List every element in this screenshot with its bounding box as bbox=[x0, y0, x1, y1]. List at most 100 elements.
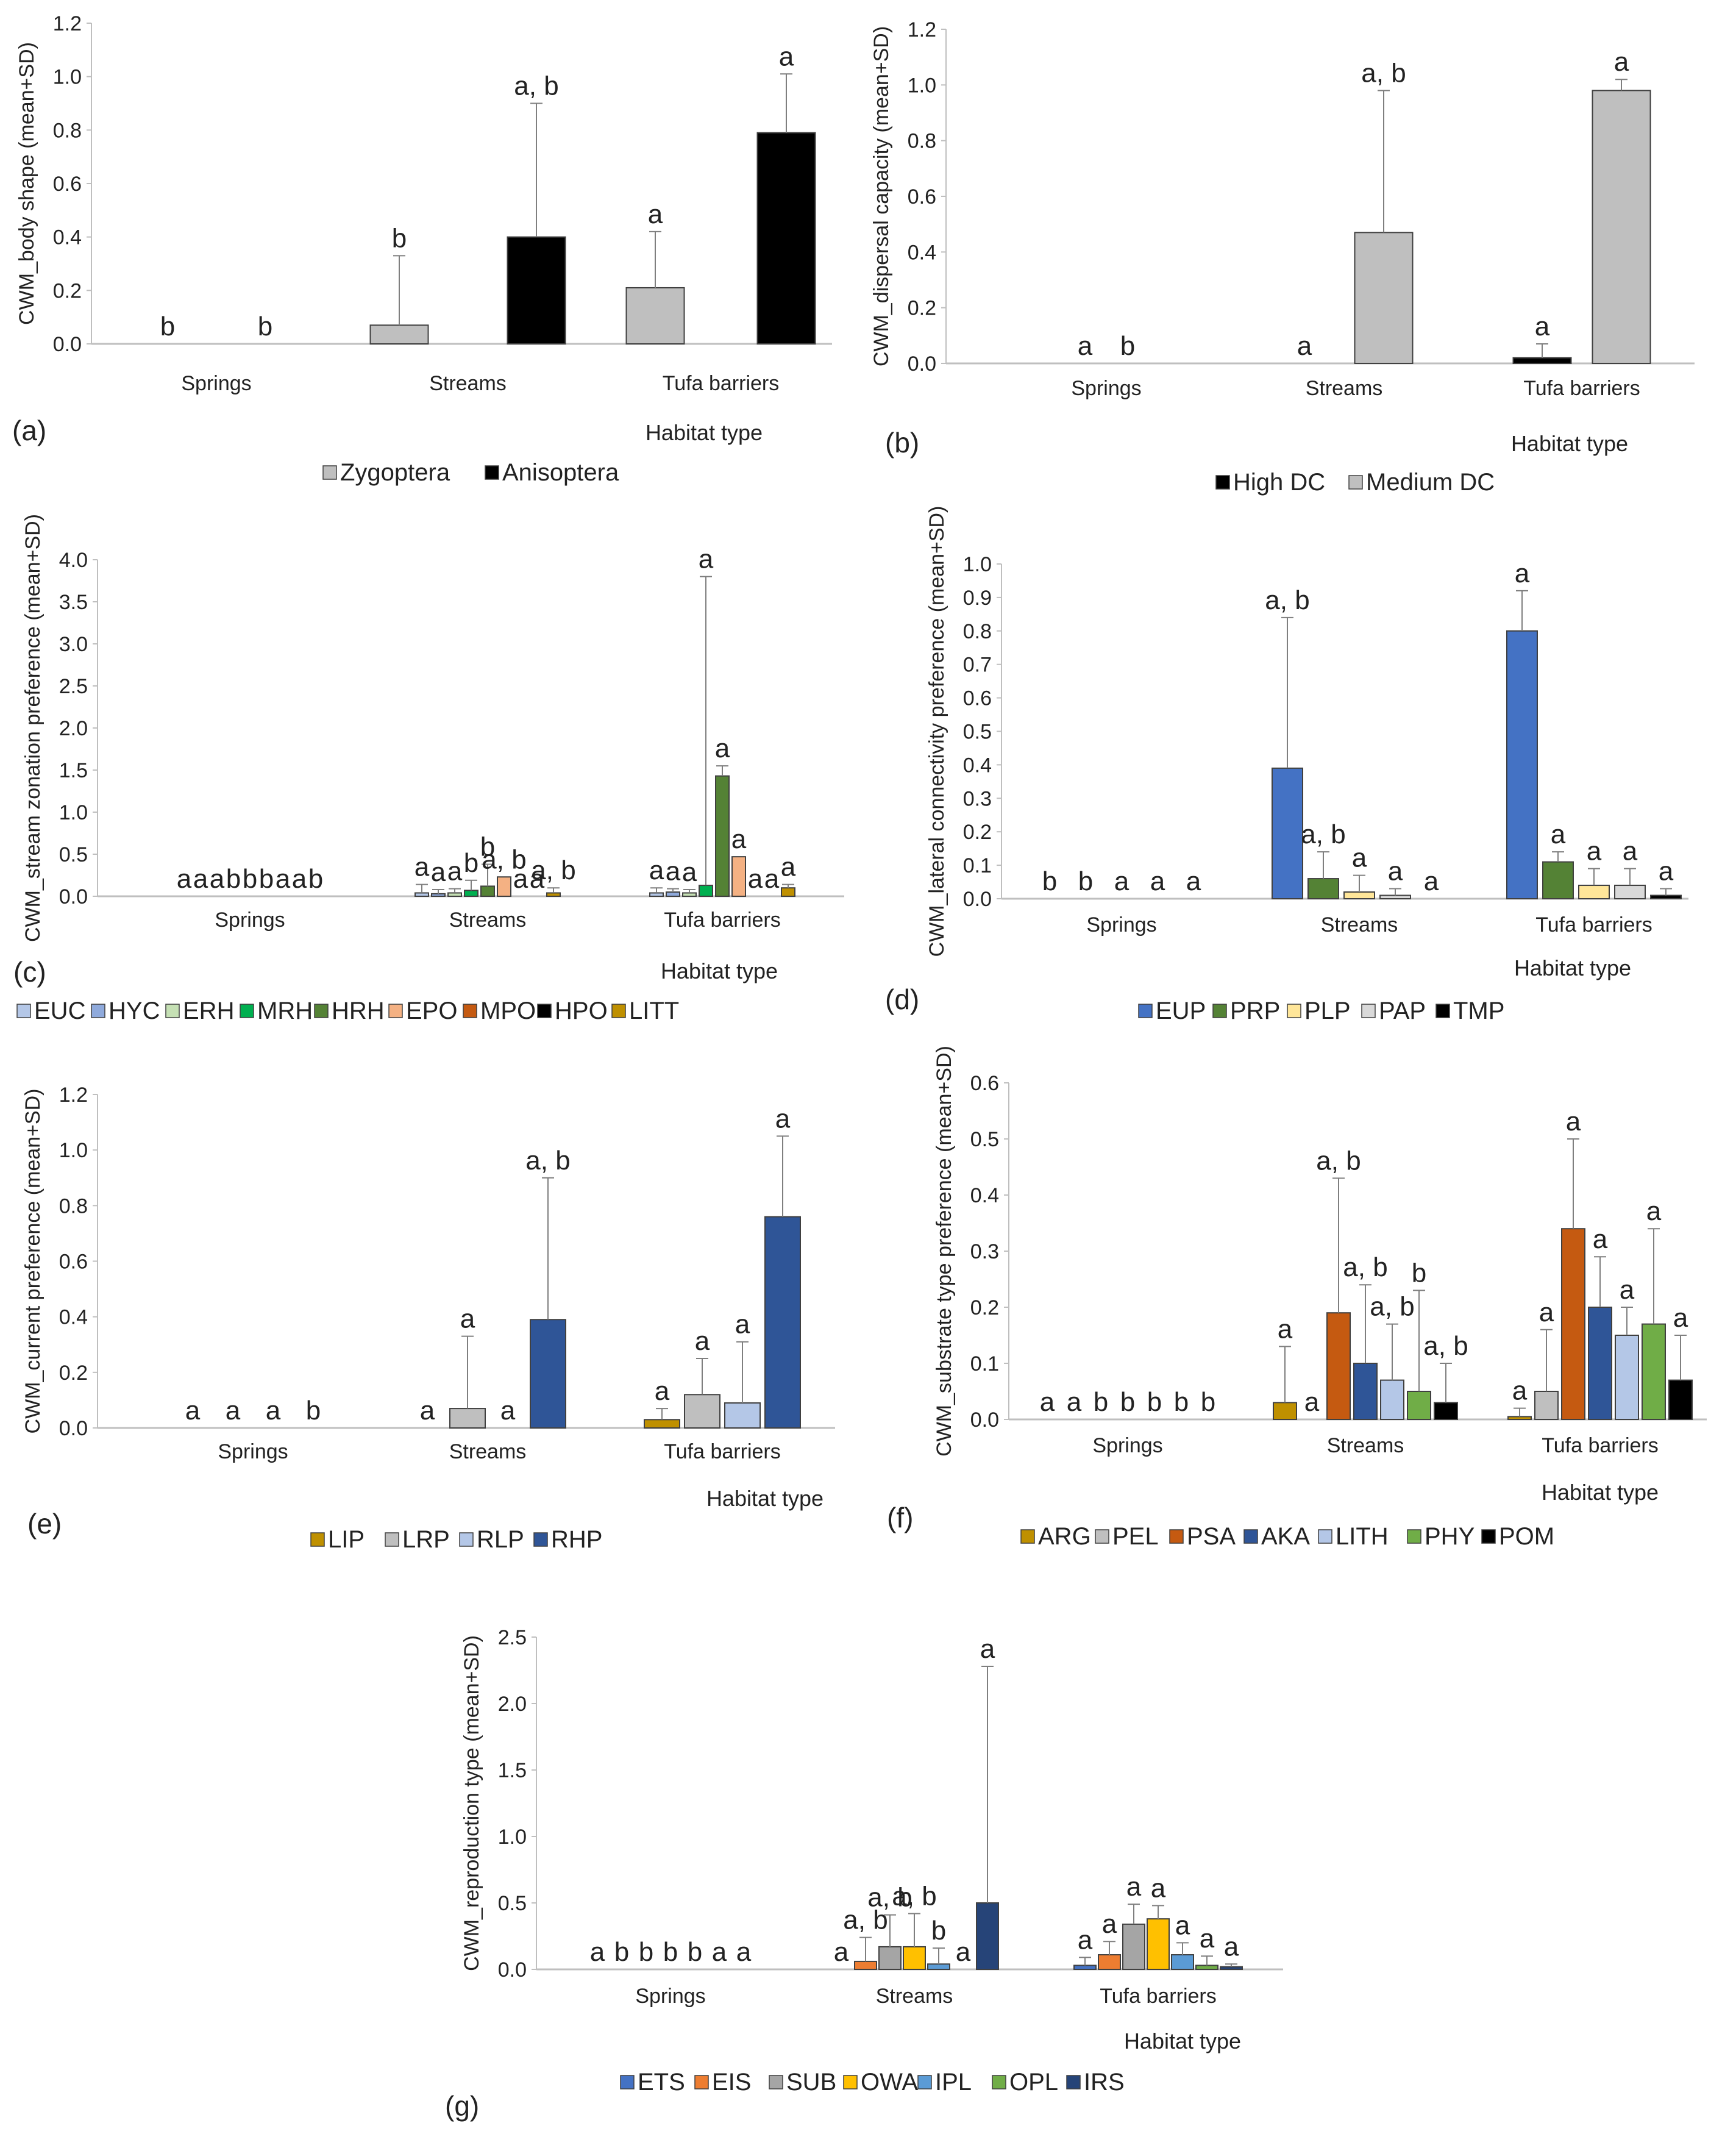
y-tick-label: 0.8 bbox=[59, 1194, 88, 1218]
y-tick-label: 0.0 bbox=[498, 1958, 527, 1982]
bar-IRS-tufa-barriers bbox=[1220, 1966, 1243, 1970]
bar-PHY-streams bbox=[1407, 1391, 1431, 1420]
significance-letter: a bbox=[500, 1396, 516, 1426]
significance-letter: b bbox=[614, 1937, 629, 1967]
significance-letter: a bbox=[292, 864, 307, 894]
legend-swatch bbox=[1138, 1004, 1153, 1018]
bar-Anisoptera-streams bbox=[507, 236, 566, 344]
significance-letter: b bbox=[392, 223, 407, 253]
legend-swatch bbox=[1215, 475, 1230, 490]
x-axis-label: Habitat type bbox=[1511, 431, 1628, 456]
bar-Medium DC-tufa-barriers bbox=[1592, 90, 1651, 364]
significance-letter: b bbox=[306, 1396, 321, 1426]
legend-label: HYC bbox=[108, 997, 160, 1024]
significance-letter: a bbox=[682, 857, 697, 887]
significance-letter: a bbox=[420, 1396, 435, 1426]
significance-letter: a bbox=[185, 1396, 201, 1426]
legend-swatch bbox=[165, 1004, 180, 1018]
legend-swatch bbox=[769, 2075, 783, 2089]
legend-label: PEL bbox=[1112, 1523, 1159, 1550]
bar-PLP-tufa-barriers bbox=[1578, 885, 1610, 900]
significance-letter: a bbox=[781, 852, 796, 882]
x-axis-label: Habitat type bbox=[646, 420, 763, 445]
category-label: Streams bbox=[1306, 377, 1383, 400]
legend-swatch bbox=[322, 465, 337, 480]
chart-panel-f: 0.0 0.1 0.2 0.3 0.4 0.5 0.6 CWM_substrate type … bbox=[887, 1046, 1707, 1550]
legend-swatch bbox=[1020, 1529, 1035, 1544]
bar-PRP-streams bbox=[1307, 878, 1339, 900]
significance-letter: a bbox=[748, 864, 763, 894]
legend-label: ARG bbox=[1038, 1523, 1091, 1550]
significance-letter: b bbox=[1042, 866, 1057, 896]
significance-letter: b bbox=[160, 312, 175, 341]
panel-label: (c) bbox=[13, 956, 46, 988]
significance-letter: b bbox=[258, 312, 272, 341]
significance-letter: a bbox=[1186, 866, 1201, 896]
bar-OPL-tufa-barriers bbox=[1195, 1964, 1218, 1970]
y-tick-label: 2.5 bbox=[59, 675, 88, 698]
category-label: Streams bbox=[449, 1440, 527, 1463]
category-label: Tufa barriers bbox=[1535, 913, 1652, 937]
bar-PAP-tufa-barriers bbox=[1614, 885, 1646, 900]
y-tick-label: 3.5 bbox=[59, 591, 88, 614]
bar-Zygoptera-tufa-barriers bbox=[625, 287, 685, 345]
significance-letter: a bbox=[1623, 837, 1638, 866]
bar-PAP-streams bbox=[1379, 894, 1411, 900]
y-tick-label: 0.6 bbox=[963, 687, 992, 710]
significance-letter: a bbox=[1175, 1910, 1190, 1940]
bar-ARG-tufa-barriers bbox=[1507, 1416, 1532, 1420]
significance-letter: b bbox=[259, 864, 274, 894]
bar-PLP-streams bbox=[1343, 891, 1375, 900]
bar-EUC-streams bbox=[414, 892, 429, 897]
bar-EUC-tufa-barriers bbox=[649, 892, 664, 897]
significance-letter: a, b bbox=[525, 1146, 570, 1176]
significance-letter: a bbox=[1150, 866, 1165, 896]
bar-RLP-tufa-barriers bbox=[724, 1402, 761, 1429]
significance-letter: a bbox=[1078, 1925, 1093, 1955]
panel-label: (e) bbox=[27, 1508, 62, 1540]
bar-AKA-streams bbox=[1353, 1363, 1378, 1420]
category-label: Tufa barriers bbox=[1542, 1434, 1658, 1457]
y-tick-label: 2.5 bbox=[498, 1626, 527, 1649]
significance-letter: a, b bbox=[1361, 58, 1406, 88]
panel-label: (g) bbox=[445, 2090, 479, 2122]
legend-swatch bbox=[1481, 1529, 1496, 1544]
significance-letter: a bbox=[1126, 1872, 1142, 1902]
y-tick-label: 0.4 bbox=[53, 226, 82, 249]
y-tick-label: 0.9 bbox=[963, 587, 992, 610]
legend-label: MPO bbox=[480, 997, 536, 1024]
category-label: Springs bbox=[1086, 913, 1156, 937]
significance-letter: a bbox=[715, 733, 730, 763]
significance-letter: a bbox=[666, 857, 681, 887]
significance-letter: a bbox=[460, 1304, 475, 1334]
y-tick-label: 0.2 bbox=[963, 821, 992, 844]
significance-letter: a bbox=[1304, 1387, 1320, 1417]
bar-IRS-streams bbox=[976, 1902, 999, 1970]
legend-swatch bbox=[1348, 475, 1363, 490]
y-tick-label: 0.3 bbox=[963, 787, 992, 810]
significance-letter: a bbox=[513, 864, 528, 894]
significance-letter: a, b bbox=[1370, 1292, 1414, 1322]
bar-PSA-streams bbox=[1326, 1312, 1351, 1420]
panel-label: (b) bbox=[885, 427, 919, 459]
y-tick-label: 0.8 bbox=[908, 130, 936, 153]
legend-label: ETS bbox=[638, 2069, 685, 2096]
y-tick-label: 0.6 bbox=[59, 1251, 88, 1274]
legend-label: HPO bbox=[555, 997, 608, 1024]
significance-letter: a bbox=[712, 1937, 727, 1967]
x-axis-label: Habitat type bbox=[1542, 1480, 1659, 1505]
y-tick-label: 0.8 bbox=[963, 620, 992, 643]
significance-letter: a, b bbox=[531, 855, 575, 885]
chart-panel-c: 0.0 0.5 1.0 1.5 2.0 2.5 3.0 3.5 4.0 CWM_stream zo… bbox=[13, 514, 844, 1024]
legend-label: High DC bbox=[1233, 469, 1325, 496]
y-tick-label: 1.5 bbox=[498, 1759, 527, 1782]
category-label: Tufa barriers bbox=[664, 1440, 780, 1463]
x-axis-label: Habitat type bbox=[1514, 955, 1631, 980]
category-label: Tufa barriers bbox=[1523, 377, 1640, 400]
chart-panel-a: 0.0 0.2 0.4 0.6 0.8 1.0 1.2 CWM_body shape (mea… bbox=[12, 12, 832, 486]
bar-LITT-streams bbox=[546, 892, 561, 897]
bar-ETS-tufa-barriers bbox=[1073, 1964, 1097, 1970]
y-tick-label: 1.0 bbox=[963, 553, 992, 576]
legend-swatch bbox=[485, 465, 499, 480]
